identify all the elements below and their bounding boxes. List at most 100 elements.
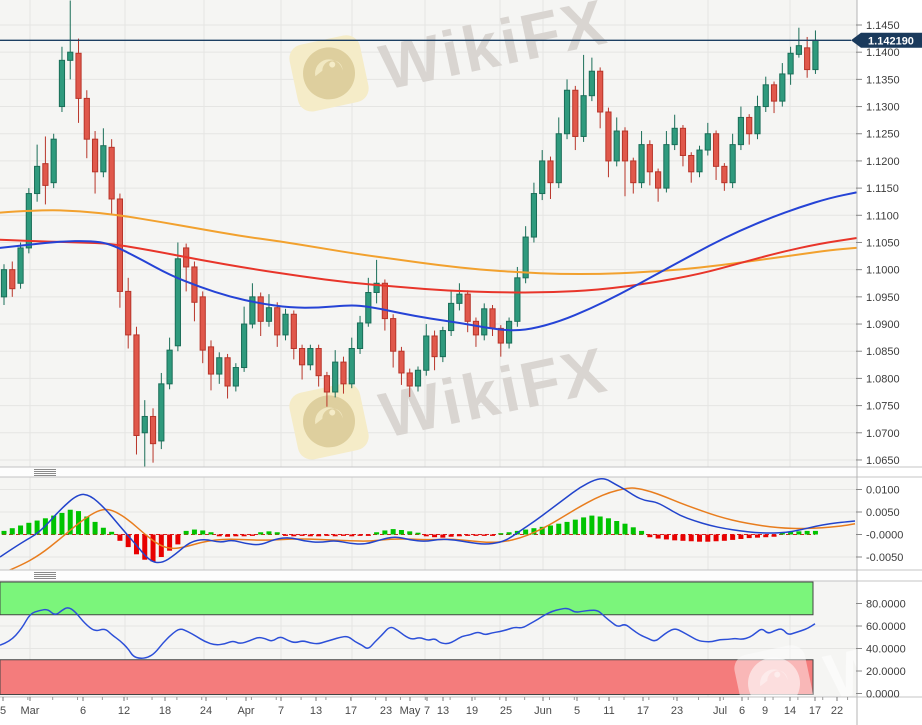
macd-bar-up: [622, 523, 628, 535]
candle-up: [100, 145, 107, 173]
time-axis-label: 5: [574, 705, 580, 717]
oscillator-axis-label: 80.0000: [866, 599, 906, 611]
candle-up: [812, 39, 819, 71]
time-axis-label: 25: [500, 705, 512, 717]
candle-down: [340, 361, 347, 385]
candle-down: [398, 350, 405, 374]
candle-up: [704, 133, 711, 151]
macd-bar-up: [572, 519, 578, 535]
panel-resize-grip-icon[interactable]: [34, 572, 56, 579]
candle-up: [34, 165, 41, 195]
time-axis-label: 17: [637, 705, 649, 717]
candle-up: [282, 313, 289, 336]
time-axis-label: 13: [310, 705, 322, 717]
candle-down: [630, 160, 637, 184]
candle-down: [290, 313, 297, 350]
ma-fast-blue-line: [0, 191, 857, 332]
price-axis-background[interactable]: [857, 0, 922, 725]
time-axis-background[interactable]: [0, 697, 857, 725]
candle-down: [655, 171, 662, 189]
macd-bar-up: [258, 532, 264, 535]
candle-up: [696, 149, 703, 173]
macd-bar-up: [390, 529, 396, 535]
time-axis-label: 14: [784, 705, 796, 717]
macd-bar-up: [779, 532, 785, 535]
macd-bar-up: [531, 528, 537, 535]
macd-bar-up: [274, 532, 280, 535]
macd-bar-down: [225, 534, 231, 537]
candle-down: [646, 144, 653, 173]
oscillator-line: [0, 607, 816, 659]
time-axis-label: 6: [739, 705, 745, 717]
candle-up: [373, 282, 380, 294]
macd-bar-up: [67, 509, 73, 535]
eagle-logo-icon: [315, 59, 343, 77]
candle-down: [406, 372, 413, 387]
macd-bar-down: [730, 534, 736, 540]
price-axis-label: 1.1150: [866, 183, 899, 195]
macd-bar-down: [697, 534, 703, 542]
macd-bar-down: [150, 534, 156, 562]
time-axis-label: 11: [603, 705, 614, 717]
time-axis-label: Apr: [237, 705, 254, 717]
price-axis-label: 1.0650: [866, 455, 900, 467]
candle-down: [679, 127, 687, 156]
panel-resize-grip-icon[interactable]: [34, 469, 56, 476]
candle-down: [149, 415, 157, 445]
macd-signal-line: [0, 487, 856, 575]
candle-down: [298, 348, 306, 366]
candle-up: [729, 144, 736, 184]
macd-bar-down: [688, 534, 694, 542]
time-axis-label: 7: [424, 705, 430, 717]
candle-down: [381, 282, 388, 320]
candle-down: [572, 89, 579, 137]
macd-bar-up: [630, 527, 636, 535]
candle-up: [505, 320, 513, 344]
macd-bar-down: [283, 534, 289, 536]
candle-down: [274, 307, 281, 336]
macd-bar-up: [266, 531, 272, 535]
macd-bar-down: [340, 534, 346, 536]
macd-bar-down: [738, 534, 744, 539]
time-axis-label: Mar: [21, 705, 40, 717]
eagle-logo-icon: [329, 409, 336, 416]
price-axis-label: 1.1350: [866, 74, 900, 86]
candle-up: [241, 323, 248, 369]
oscillator-axis-label: 0.0000: [866, 689, 900, 701]
macd-bar-down: [456, 534, 462, 537]
macd-bar-up: [804, 530, 810, 535]
macd-panel: [0, 478, 856, 575]
macd-bar-up: [191, 529, 197, 535]
macd-bar-down: [117, 534, 123, 541]
macd-bar-up: [539, 526, 545, 535]
macd-bar-down: [705, 534, 711, 542]
time-axis-label: 19: [466, 705, 478, 717]
candle-down: [75, 52, 82, 99]
macd-bar-down: [490, 534, 496, 536]
eagle-logo-icon: [774, 671, 781, 678]
macd-bar-up: [374, 532, 380, 535]
macd-bar-down: [473, 534, 479, 536]
macd-bar-down: [647, 534, 653, 538]
macd-bar-up: [498, 533, 504, 535]
macd-bar-down: [299, 534, 305, 536]
candle-up: [555, 133, 562, 184]
macd-bar-down: [175, 534, 181, 545]
candle-up: [795, 45, 802, 55]
candle-up: [67, 51, 74, 61]
candle-up: [754, 106, 761, 135]
macd-bar-up: [506, 532, 512, 535]
time-axis-label: 13: [437, 705, 449, 717]
macd-bar-up: [614, 521, 620, 535]
ma-slow-orange-line: [0, 209, 857, 276]
price-axis-label: 1.0850: [866, 346, 900, 358]
macd-bar-up: [639, 530, 645, 535]
macd-bar-up: [812, 530, 818, 535]
macd-bar-up: [407, 531, 413, 535]
price-axis-label: 1.1450: [866, 20, 900, 32]
macd-bar-up: [556, 523, 562, 535]
macd-bar-up: [51, 515, 57, 535]
candle-down: [804, 47, 811, 71]
candle-up: [158, 383, 165, 442]
